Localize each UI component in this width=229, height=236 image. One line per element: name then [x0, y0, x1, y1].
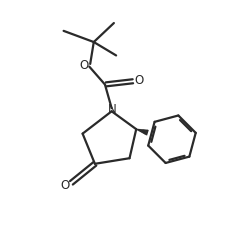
- Text: O: O: [134, 74, 143, 87]
- Text: N: N: [107, 103, 116, 116]
- Text: O: O: [60, 178, 69, 192]
- Text: O: O: [79, 59, 88, 72]
